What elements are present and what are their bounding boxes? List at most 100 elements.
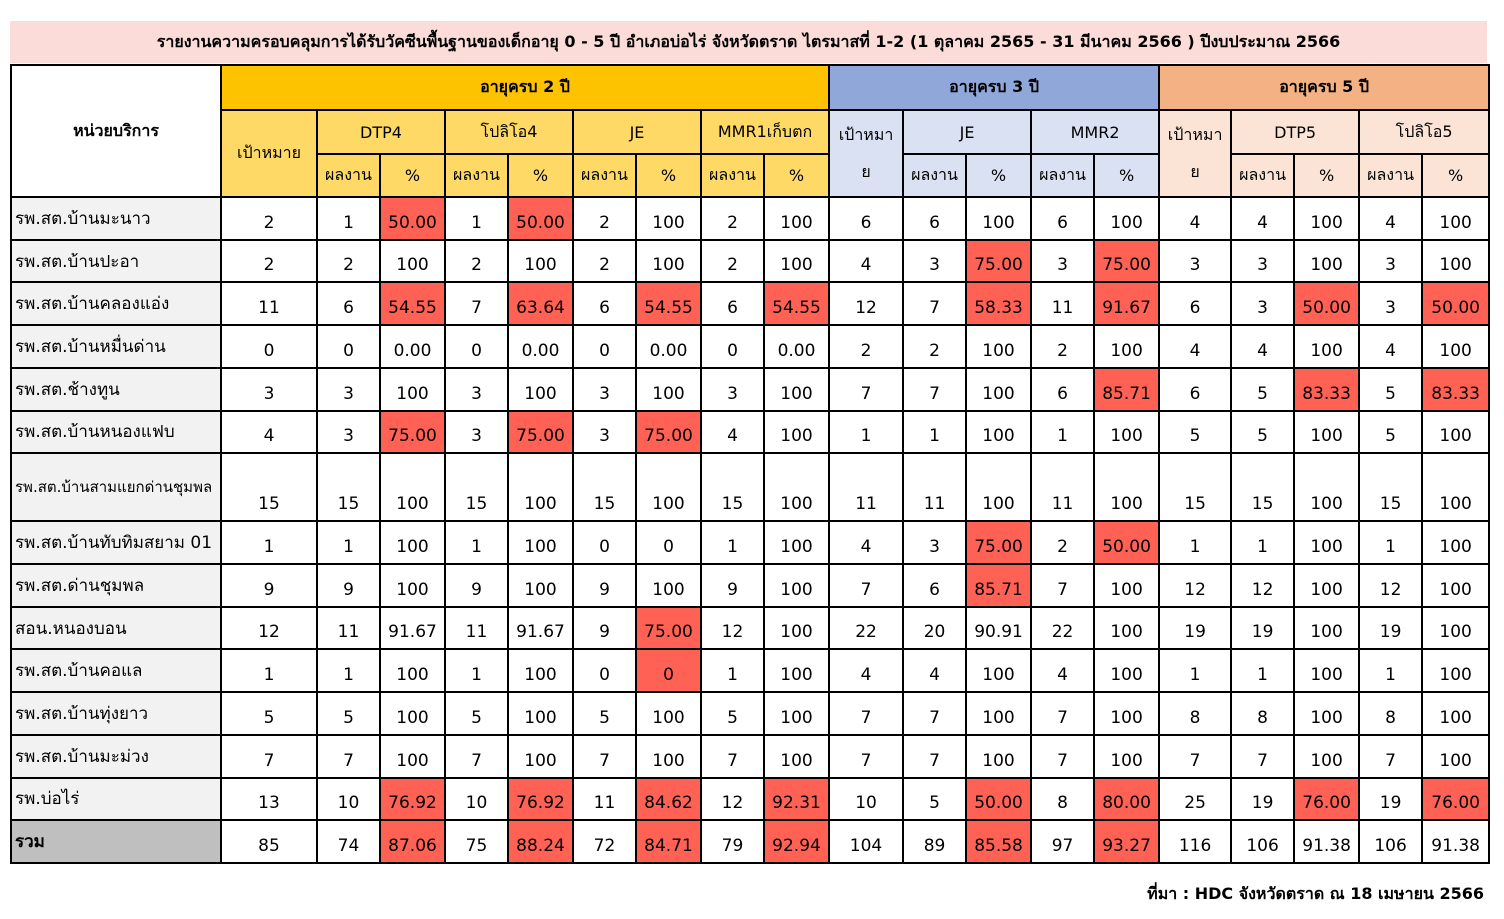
table-row: รพ.สต.บ้านทับทิมสยาม 01 1 1 100 1 100 0 0 1 100 4 3… [10, 520, 1491, 566]
table-cell: 6 [1158, 281, 1233, 327]
table-cell: 58.33 [965, 281, 1033, 327]
table-row: รพ.สต.บ้านปะอา 2 2 100 2 100 2 100 2 100 4 3 75.00 3 7… [10, 238, 1491, 284]
table-cell: 2 [1030, 520, 1096, 566]
table-cell: 3 [1358, 238, 1424, 284]
table-cell: 6 [1030, 196, 1096, 241]
table-cell: 100 [1421, 520, 1491, 566]
table-cell: 100 [965, 733, 1033, 779]
table-cell: 4 [902, 648, 968, 694]
table-cell: 7 [828, 563, 905, 608]
table-cell: 15 [220, 452, 318, 523]
table-cell: 8 [1030, 776, 1096, 822]
table-cell: 100 [507, 691, 574, 736]
table-cell: 22 [828, 605, 905, 651]
table-cell: 0 [700, 324, 765, 369]
table-cell: 6 [572, 281, 637, 327]
table-cell: 15 [1358, 452, 1424, 523]
table-cell: 100 [762, 196, 831, 241]
table-cell: 5 [1358, 409, 1424, 455]
table-cell: 9 [700, 563, 765, 608]
table-cell: 1 [700, 648, 765, 694]
table-cell: 0 [444, 324, 509, 369]
table-cell: 12 [700, 605, 765, 651]
table-cell: 100 [1293, 691, 1361, 736]
table-cell: 100 [1293, 196, 1361, 241]
table-cell: 11 [316, 605, 381, 651]
table-cell: 1 [1230, 520, 1296, 566]
table-cell: 15 [700, 452, 765, 523]
table-cell: 4 [1358, 196, 1424, 241]
table-cell: 79 [700, 819, 765, 864]
table-cell: 3 [902, 238, 968, 284]
unit-name: รพ.สต.บ้านมะนาว [10, 196, 222, 241]
table-cell: 100 [1093, 324, 1161, 369]
table-cell: 76.00 [1293, 776, 1361, 822]
table-cell: 100 [965, 324, 1033, 369]
result-header: ผลงาน [572, 153, 637, 198]
table-row: รพ.สต.บ้านคลองแอ่ง 11 6 54.55 7 63.64 6 54.55 6 5… [10, 281, 1491, 327]
table-cell: 8 [1358, 691, 1424, 736]
table-cell: 3 [316, 409, 381, 455]
table-cell: 1 [316, 196, 381, 241]
table-cell: 19 [1230, 776, 1296, 822]
table-cell: 7 [828, 691, 905, 736]
report-title: รายงานความครอบคลุมการได้รับวัคซีนพื้นฐาน… [10, 21, 1487, 63]
table-cell: 4 [828, 648, 905, 694]
table-cell: 11 [902, 452, 968, 523]
table-cell: 92.31 [762, 776, 831, 822]
table-cell: 7 [828, 366, 905, 412]
table-cell: 6 [1158, 366, 1233, 412]
mmr1-header: MMR1เก็บตก [699, 109, 831, 155]
table-cell: 2 [828, 324, 905, 369]
table-cell: 7 [828, 733, 905, 779]
table-cell: 10 [444, 776, 509, 822]
unit-name: รพ.สต.บ้านปะอา [10, 238, 222, 284]
table-cell: 1 [902, 409, 968, 455]
unit-name: รวม [10, 819, 222, 864]
table-row: รพ.สต.บ้านมะนาว 2 1 50.00 1 50.00 2 100 2 100 6 6 10… [10, 196, 1491, 241]
table-cell: 1 [444, 648, 509, 694]
percent-header: % [965, 153, 1033, 198]
table-cell: 100 [762, 605, 831, 651]
table-cell: 11 [1030, 452, 1096, 523]
result-header: ผลงาน [1030, 153, 1096, 198]
table-cell: 7 [220, 733, 318, 779]
table-cell: 0.00 [379, 324, 446, 369]
table-cell: 5 [316, 691, 381, 736]
table-cell: 100 [965, 409, 1033, 455]
result-header: ผลงาน [316, 153, 381, 198]
table-cell: 91.67 [379, 605, 446, 651]
table-cell: 100 [1421, 409, 1491, 455]
table-cell: 85 [220, 819, 318, 864]
polio4-header: โปลิโอ4 [444, 109, 574, 155]
table-cell: 116 [1158, 819, 1233, 864]
table-cell: 7 [1230, 733, 1296, 779]
table-cell: 4 [1158, 324, 1233, 369]
table-cell: 54.55 [635, 281, 702, 327]
table-cell: 3 [444, 366, 509, 412]
table-cell: 11 [572, 776, 637, 822]
table-cell: 100 [762, 648, 831, 694]
je-age2-header: JE [572, 109, 702, 155]
table-cell: 84.71 [635, 819, 702, 864]
table-cell: 7 [902, 733, 968, 779]
table-cell: 3 [1158, 238, 1233, 284]
table-cell: 83.33 [1421, 366, 1491, 412]
table-row: รพ.สต.ช้างทูน 3 3 100 3 100 3 100 3 100 7 7 100 6 85.7… [10, 366, 1491, 412]
table-cell: 5 [220, 691, 318, 736]
table-cell: 0 [220, 324, 318, 369]
table-cell: 3 [316, 366, 381, 412]
table-cell: 100 [1421, 648, 1491, 694]
age5-group-header: อายุครบ 5 ปี [1158, 64, 1491, 111]
table-cell: 76.92 [507, 776, 574, 822]
table-cell: 100 [507, 238, 574, 284]
table-cell: 91.67 [1093, 281, 1161, 327]
table-row: รพ.สต.บ้านมะม่วง 7 7 100 7 100 7 100 7 100 7 7 100 7 1… [10, 733, 1491, 779]
table-cell: 5 [572, 691, 637, 736]
table-cell: 100 [507, 452, 574, 523]
table-cell: 84.62 [635, 776, 702, 822]
table-cell: 9 [316, 563, 381, 608]
table-cell: 1 [316, 648, 381, 694]
table-cell: 93.27 [1093, 819, 1161, 864]
table-cell: 7 [700, 733, 765, 779]
